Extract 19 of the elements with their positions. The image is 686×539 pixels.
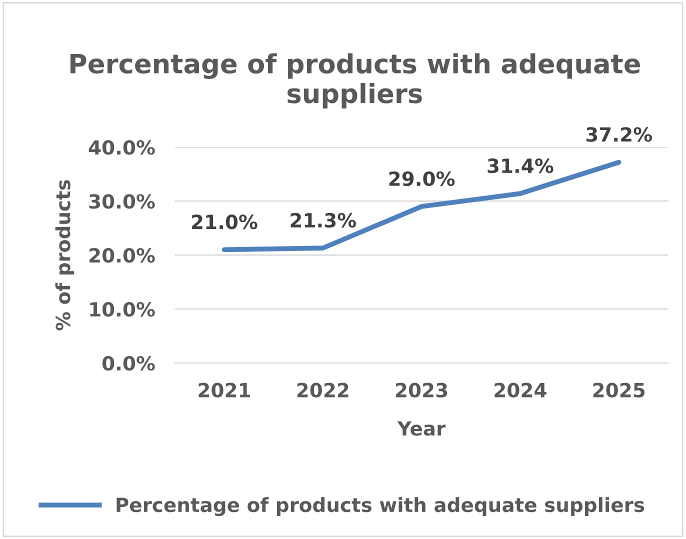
legend-label: Percentage of products with adequate suppliers <box>116 497 644 516</box>
x-tick-label: 2025 <box>593 382 645 398</box>
data-label: 31.4% <box>488 158 554 174</box>
x-tick-label: 2024 <box>494 382 546 398</box>
y-tick-label: 30.0% <box>89 194 155 209</box>
y-axis-title: % of products <box>55 180 74 330</box>
y-tick-label: 20.0% <box>90 248 155 263</box>
data-label: 21.3% <box>290 212 356 228</box>
y-tick-label: 40.0% <box>88 140 155 155</box>
y-tick-label: 0.0% <box>102 356 155 371</box>
x-axis-title: Year <box>397 421 446 436</box>
chart-title: Percentage of products with adequate suppliers <box>70 53 640 108</box>
data-label: 37.2% <box>586 127 652 142</box>
y-tick-label: 10.0% <box>90 302 155 317</box>
data-label: 21.0% <box>192 214 258 230</box>
x-tick-label: 2023 <box>396 382 448 398</box>
x-tick-label: 2021 <box>198 382 250 398</box>
x-tick-label: 2022 <box>297 382 348 398</box>
data-label: 29.0% <box>389 171 455 186</box>
